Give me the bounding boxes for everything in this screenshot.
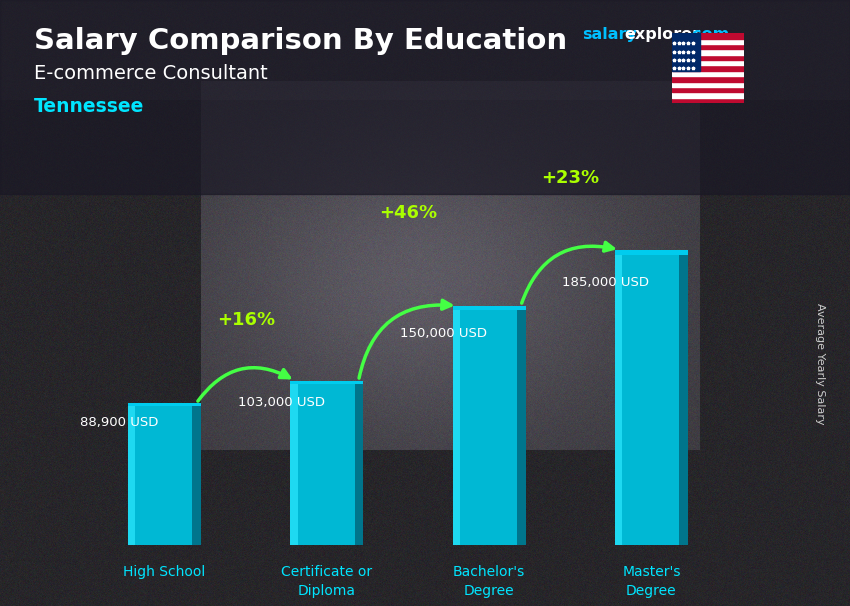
Bar xyxy=(672,33,744,39)
Bar xyxy=(354,381,363,545)
Bar xyxy=(672,50,744,55)
Bar xyxy=(128,404,135,545)
Text: 103,000 USD: 103,000 USD xyxy=(238,396,325,408)
Text: Master's
Degree: Master's Degree xyxy=(622,565,681,598)
Bar xyxy=(517,306,525,545)
Text: +16%: +16% xyxy=(217,311,275,329)
Text: 88,900 USD: 88,900 USD xyxy=(80,416,158,429)
Bar xyxy=(452,306,525,310)
Text: Bachelor's
Degree: Bachelor's Degree xyxy=(453,565,525,598)
Text: .com: .com xyxy=(687,27,730,42)
Text: +46%: +46% xyxy=(379,204,437,222)
Text: Certificate or
Diploma: Certificate or Diploma xyxy=(281,565,372,598)
Bar xyxy=(291,381,363,384)
Bar xyxy=(672,92,744,98)
Bar xyxy=(672,98,744,103)
Text: 150,000 USD: 150,000 USD xyxy=(400,327,487,341)
Text: Average Yearly Salary: Average Yearly Salary xyxy=(815,303,825,424)
Bar xyxy=(452,306,525,545)
Bar xyxy=(672,60,744,65)
Bar xyxy=(672,87,744,92)
Text: E-commerce Consultant: E-commerce Consultant xyxy=(34,64,268,82)
Bar xyxy=(192,404,201,545)
Bar xyxy=(672,33,700,71)
Bar xyxy=(128,404,201,545)
Bar xyxy=(672,71,744,76)
Text: Tennessee: Tennessee xyxy=(34,97,144,116)
Bar xyxy=(679,250,688,545)
Bar xyxy=(615,250,688,255)
Bar xyxy=(291,381,363,545)
Text: 185,000 USD: 185,000 USD xyxy=(563,276,649,290)
Bar xyxy=(128,404,201,406)
Text: explorer: explorer xyxy=(625,27,701,42)
Bar xyxy=(291,381,298,545)
Bar xyxy=(615,250,622,545)
Bar xyxy=(615,250,688,545)
Text: Salary Comparison By Education: Salary Comparison By Education xyxy=(34,27,567,55)
FancyArrowPatch shape xyxy=(522,242,613,303)
Text: salary: salary xyxy=(582,27,638,42)
FancyArrowPatch shape xyxy=(198,368,289,401)
Bar xyxy=(672,44,744,50)
Bar xyxy=(672,82,744,87)
Bar xyxy=(672,76,744,82)
FancyArrowPatch shape xyxy=(359,300,450,378)
Bar xyxy=(0,0,850,194)
Bar xyxy=(452,306,460,545)
Text: +23%: +23% xyxy=(541,169,599,187)
Bar xyxy=(672,65,744,71)
Bar xyxy=(672,39,744,44)
Text: High School: High School xyxy=(123,565,206,579)
Bar xyxy=(672,55,744,60)
